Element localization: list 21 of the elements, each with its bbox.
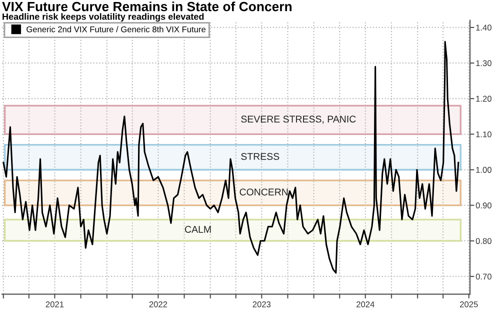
y-tick-label: 0.70 bbox=[476, 274, 492, 280]
y-tick-label: 1.30 bbox=[476, 60, 492, 66]
x-tick-label: 2025 bbox=[460, 301, 478, 308]
y-tick-label: 1.40 bbox=[476, 24, 492, 31]
band-label: CALM bbox=[185, 226, 211, 233]
y-tick-label: 1.10 bbox=[476, 131, 492, 138]
chart-subtitle: Headline risk keeps volatility readings elevated bbox=[2, 13, 204, 22]
x-tick-label: 2021 bbox=[46, 301, 64, 308]
x-tick-label: 2022 bbox=[149, 301, 168, 308]
y-tick-label: 1.20 bbox=[476, 96, 492, 102]
legend-label: Generic 2nd VIX Future / Generic 8th VIX Future bbox=[26, 26, 206, 32]
y-tick-label: 0.90 bbox=[476, 202, 492, 208]
band-label: STRESS bbox=[241, 153, 280, 160]
chart-title: VIX Future Curve Remains in State of Concern bbox=[2, 2, 292, 12]
y-tick-label: 1.00 bbox=[476, 166, 492, 173]
y-tick-label: 0.80 bbox=[476, 238, 492, 244]
band-label: SEVERE STRESS, PANIC bbox=[241, 116, 356, 124]
line-series bbox=[2, 40, 460, 274]
x-tick-label: 2024 bbox=[356, 301, 374, 308]
band-label: CONCERN bbox=[240, 188, 288, 196]
x-tick-label: 2023 bbox=[252, 301, 271, 308]
